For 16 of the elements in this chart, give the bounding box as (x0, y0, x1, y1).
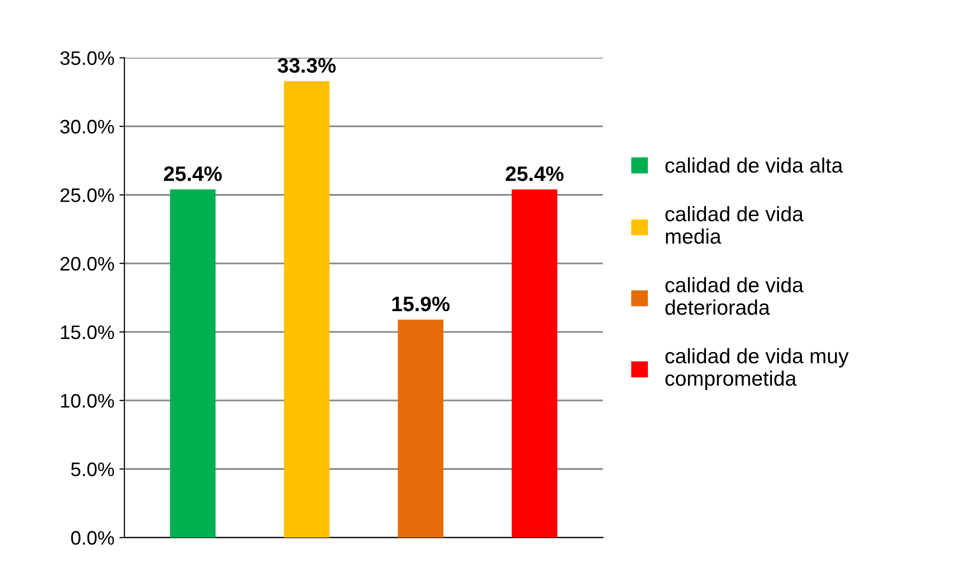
y-tick-label: 10.0% (61, 394, 114, 408)
y-tick-label: 35.0% (60, 51, 114, 66)
y-tick-label: 25.0% (60, 188, 114, 202)
legend-label: calidad de vida alta (665, 157, 843, 173)
y-tick-label: 30.0% (60, 120, 114, 134)
legend-label: calidad de vida muy comprometida (665, 348, 849, 390)
data-label: 25.4% (164, 166, 222, 182)
legend-label: calidad de vida deteriorada (665, 277, 804, 315)
y-tick-label: 0.0% (71, 531, 114, 545)
data-label: 33.3% (278, 58, 336, 73)
y-tick-label: 5.0% (71, 462, 114, 476)
y-tick-label: 20.0% (60, 256, 114, 271)
legend-label: calidad de vida media (665, 206, 804, 244)
data-label: 25.4% (506, 166, 564, 182)
y-tick-label: 15.0% (61, 325, 114, 340)
data-label: 15.9% (392, 296, 450, 312)
